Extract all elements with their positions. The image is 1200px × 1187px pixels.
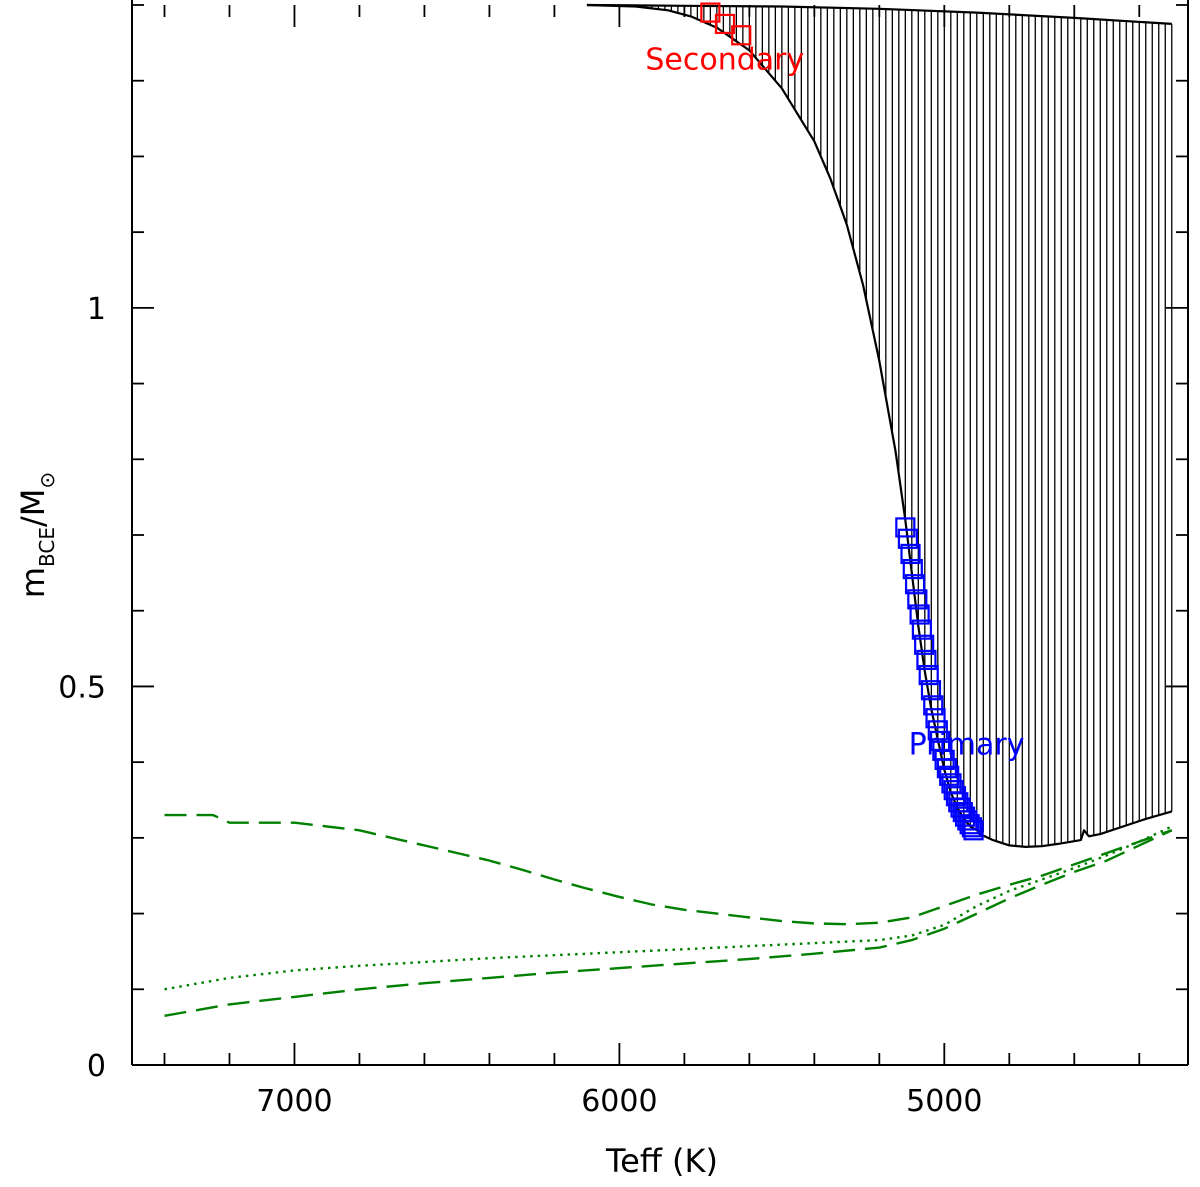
axes — [131, 0, 1189, 1066]
green-dashed-upper-line — [164, 813, 1173, 926]
bce-lower-boundary-line — [976, 810, 1173, 849]
primary-point — [900, 543, 921, 565]
y-tick-label: 0.5 — [58, 670, 106, 705]
primary-point — [895, 517, 916, 538]
x-tick-label: 7000 — [256, 1084, 332, 1119]
primary-point — [927, 720, 948, 741]
series-layer — [164, 2, 1173, 1017]
y-tick-label: 1 — [87, 292, 106, 327]
x-tick-label: 5000 — [906, 1084, 982, 1119]
primary-point — [902, 558, 923, 580]
primary-point — [914, 634, 935, 655]
y-axis-label: mBCE/M⊙ — [14, 472, 59, 598]
y-axis-label-main: m — [14, 567, 52, 598]
primary-point — [920, 680, 942, 701]
primary-point — [904, 574, 926, 595]
primary-annotation: Primary — [909, 728, 1025, 763]
secondary-point — [714, 13, 736, 35]
bce-hatching — [651, 5, 1173, 847]
primary-point — [925, 708, 946, 729]
secondary-annotation: Secondary — [645, 42, 804, 77]
primary-point — [911, 619, 932, 640]
secondary-point — [700, 2, 721, 23]
primary-point — [945, 786, 967, 807]
primary-point — [907, 589, 928, 610]
primary-point — [961, 817, 983, 838]
labels: Teff (K) mBCE/M⊙ 7000 6000 5000 0 0.5 1 Second… — [14, 42, 1025, 1180]
primary-point — [909, 604, 930, 625]
primary-point — [959, 814, 980, 835]
y-axis-label-sun: ⊙ — [35, 472, 59, 489]
primary-point — [918, 664, 939, 686]
y-axis-label-sub: BCE — [35, 527, 59, 567]
x-axis-label: Teff (K) — [605, 1142, 718, 1180]
y-tick-label: 0 — [87, 1049, 106, 1084]
primary-point — [963, 820, 984, 841]
primary-point — [916, 649, 937, 671]
primary-point — [936, 758, 958, 779]
secondary-point — [731, 25, 752, 46]
y-axis-label-rest: /M — [14, 489, 52, 527]
primary-point — [897, 528, 919, 549]
primary-point — [923, 695, 944, 716]
primary-point — [939, 765, 960, 786]
green-dotted-line — [164, 825, 1173, 991]
x-tick-label: 6000 — [581, 1084, 657, 1119]
green-dashed-lower-line — [164, 829, 1173, 1017]
